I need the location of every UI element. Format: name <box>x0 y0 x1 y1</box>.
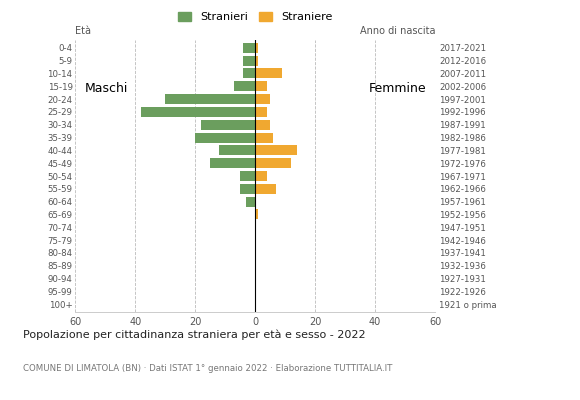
Bar <box>255 107 267 117</box>
Bar <box>219 145 255 155</box>
Text: Età: Età <box>75 26 92 36</box>
Bar <box>255 120 270 130</box>
Bar <box>255 145 297 155</box>
Bar <box>240 184 255 194</box>
Bar <box>255 158 291 168</box>
Bar <box>165 94 255 104</box>
Bar <box>255 68 282 78</box>
Bar <box>255 171 267 181</box>
Bar <box>234 81 255 91</box>
Bar <box>255 210 258 220</box>
Bar <box>246 197 255 207</box>
Bar <box>142 107 255 117</box>
Text: Femmine: Femmine <box>368 82 426 95</box>
Bar <box>195 132 255 142</box>
Bar <box>255 132 273 142</box>
Text: Popolazione per cittadinanza straniera per età e sesso - 2022: Popolazione per cittadinanza straniera p… <box>23 330 366 340</box>
Bar <box>243 43 255 53</box>
Legend: Stranieri, Straniere: Stranieri, Straniere <box>173 8 337 27</box>
Bar <box>240 171 255 181</box>
Bar <box>201 120 255 130</box>
Text: COMUNE DI LIMATOLA (BN) · Dati ISTAT 1° gennaio 2022 · Elaborazione TUTTITALIA.I: COMUNE DI LIMATOLA (BN) · Dati ISTAT 1° … <box>23 364 393 373</box>
Text: Anno di nascita: Anno di nascita <box>360 26 435 36</box>
Bar <box>210 158 255 168</box>
Bar <box>255 94 270 104</box>
Bar <box>243 56 255 66</box>
Text: Maschi: Maschi <box>84 82 128 95</box>
Bar <box>255 81 267 91</box>
Bar <box>255 184 276 194</box>
Bar <box>243 68 255 78</box>
Bar <box>255 43 258 53</box>
Bar <box>255 56 258 66</box>
